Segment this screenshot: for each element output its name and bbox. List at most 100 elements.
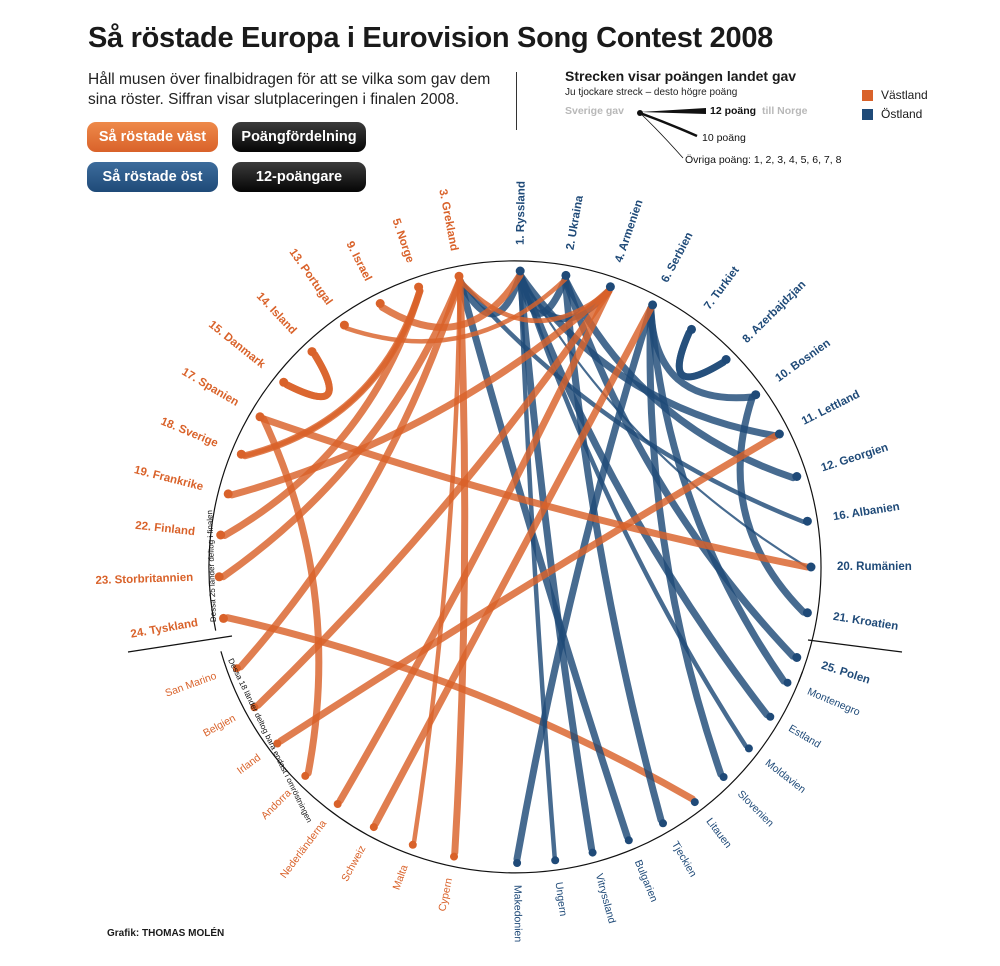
country-node[interactable] [792, 653, 802, 662]
finalist-label[interactable]: 14. Island [254, 290, 299, 336]
country-node[interactable] [513, 859, 522, 867]
voter-label[interactable]: Belgien [201, 712, 238, 739]
finalist-label[interactable]: 9. Israel [343, 240, 373, 284]
vote-chord [451, 276, 469, 857]
country-node[interactable] [751, 390, 761, 400]
finalist-label[interactable]: 3. Grekland [436, 188, 460, 252]
country-node[interactable] [802, 608, 812, 618]
chords-layer [219, 271, 811, 863]
finalist-label[interactable]: 11. Lettland [800, 389, 862, 428]
east-swatch [862, 108, 873, 120]
country-node[interactable] [273, 739, 282, 748]
country-node[interactable] [774, 429, 784, 439]
country-node[interactable] [687, 324, 696, 334]
finalist-label[interactable]: 24. Tyskland [130, 617, 199, 641]
point-distribution-button[interactable]: Poängfördelning [232, 122, 366, 152]
country-node[interactable] [214, 572, 224, 582]
country-node[interactable] [236, 449, 246, 459]
header-divider [516, 72, 517, 130]
country-node[interactable] [605, 282, 615, 292]
finalist-label[interactable]: 6. Serbien [659, 230, 695, 284]
country-node[interactable] [375, 299, 385, 308]
voter-label[interactable]: Schweiz [339, 844, 368, 884]
country-node[interactable] [802, 516, 812, 526]
finalist-label[interactable]: 19. Frankrike [133, 464, 205, 493]
finalist-label[interactable]: 25. Polen [820, 660, 872, 687]
finalist-label[interactable]: 1. Ryssland [515, 181, 528, 245]
voter-label[interactable]: Montenegro [805, 686, 861, 719]
finalist-label[interactable]: 7. Turkiet [702, 264, 742, 312]
country-node[interactable] [561, 270, 571, 280]
country-node[interactable] [624, 836, 633, 845]
country-node[interactable] [301, 771, 310, 780]
country-node[interactable] [719, 773, 728, 781]
finalist-label[interactable]: 2. Ukraina [565, 194, 586, 251]
country-node[interactable] [792, 472, 802, 481]
country-node[interactable] [659, 819, 667, 828]
legend-node [637, 110, 643, 116]
country-node[interactable] [250, 703, 259, 712]
voter-label[interactable]: Vitryssland [593, 872, 618, 925]
legend-key-west: Västland [862, 88, 928, 102]
country-node[interactable] [690, 798, 699, 807]
voter-label[interactable]: Ungern [552, 881, 569, 917]
voter-label[interactable]: Cypern [436, 877, 455, 913]
finalists-note: Dessa 25 länder deltog i finalen [205, 510, 218, 622]
voter-label[interactable]: Litauen [704, 816, 735, 851]
finalist-label[interactable]: 23. Storbritannien [95, 572, 193, 587]
country-node[interactable] [744, 744, 753, 753]
country-node[interactable] [279, 377, 289, 387]
twelve-points-button[interactable]: 12-poängare [232, 162, 366, 192]
voter-label[interactable]: San Marino [164, 670, 219, 700]
finalist-label[interactable]: 21. Kroatien [832, 611, 899, 633]
finalist-label[interactable]: 10. Bosnien [773, 337, 832, 384]
finalist-label[interactable]: 17. Spanien [179, 366, 240, 409]
voters-note: Dessa 18 länder deltog bara endast i omr… [226, 657, 314, 824]
country-node[interactable] [783, 678, 792, 687]
country-node[interactable] [648, 300, 658, 310]
country-node[interactable] [588, 848, 597, 857]
vote-chord [344, 277, 568, 344]
country-node[interactable] [551, 856, 560, 865]
country-node[interactable] [414, 282, 424, 292]
finalist-label[interactable]: 20. Rumänien [837, 561, 912, 573]
voter-label[interactable]: Tjeckien [669, 839, 699, 879]
east-votes-button[interactable]: Så röstade öst [87, 162, 218, 192]
voter-label[interactable]: Malta [390, 863, 410, 891]
finalist-label[interactable]: 15. Danmark [206, 319, 267, 371]
west-votes-button[interactable]: Så röstade väst [87, 122, 218, 152]
voter-label[interactable]: Irland [235, 752, 263, 777]
finalist-label[interactable]: 16. Albanien [832, 501, 900, 523]
voter-label[interactable]: Andorra [259, 787, 294, 822]
finalist-label[interactable]: 4. Armenien [613, 198, 645, 264]
country-node[interactable] [454, 271, 464, 281]
voter-label[interactable]: Makedonien [511, 885, 523, 942]
country-node[interactable] [450, 852, 458, 861]
country-node[interactable] [515, 266, 525, 276]
voter-label[interactable]: Moldavien [763, 757, 808, 796]
voter-label[interactable]: Bulgarien [632, 858, 660, 904]
country-node[interactable] [721, 355, 731, 364]
voter-label[interactable]: Estland [786, 723, 822, 751]
country-node[interactable] [216, 530, 226, 540]
country-node[interactable] [766, 712, 775, 721]
country-node[interactable] [307, 347, 317, 357]
voter-label[interactable]: Slovenien [735, 788, 776, 829]
country-node[interactable] [369, 823, 378, 832]
finalist-label[interactable]: 8. Azerbajdzjan [741, 279, 809, 346]
country-node[interactable] [232, 664, 241, 673]
country-node[interactable] [255, 412, 265, 422]
country-node[interactable] [333, 800, 342, 808]
finalist-label[interactable]: 12. Georgien [820, 442, 890, 475]
finalist-label[interactable]: 13. Portugal [287, 247, 335, 308]
country-node[interactable] [408, 840, 417, 849]
country-node[interactable] [223, 489, 233, 499]
finalist-label[interactable]: 18. Sverige [159, 416, 220, 450]
finalist-label[interactable]: 5. Norge [390, 217, 416, 264]
vote-chord [456, 276, 631, 841]
country-node[interactable] [806, 562, 816, 572]
country-node[interactable] [219, 613, 228, 623]
finalist-label[interactable]: 22. Finland [135, 520, 196, 538]
voter-label[interactable]: Nederländerna [278, 818, 329, 881]
country-node[interactable] [339, 320, 349, 330]
